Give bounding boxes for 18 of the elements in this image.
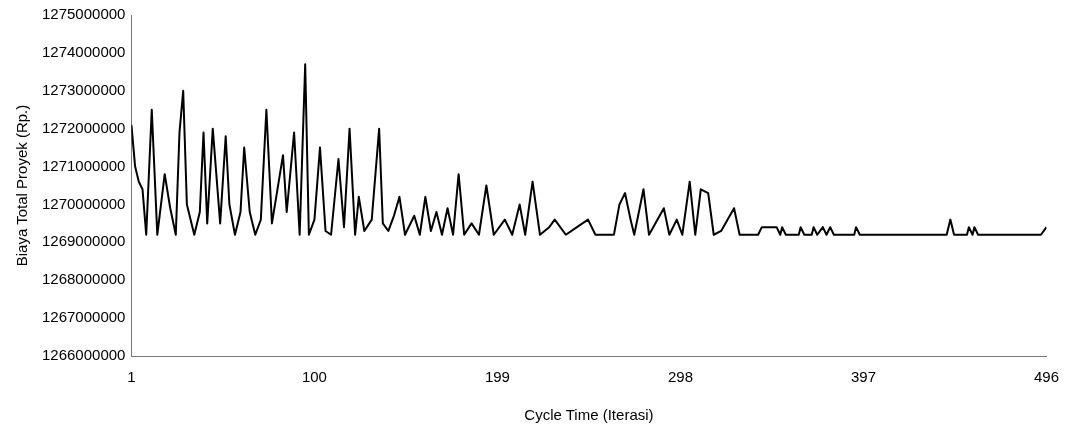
- x-tick-label: 199: [484, 368, 510, 386]
- y-tick-label: 1273000000: [41, 80, 126, 98]
- x-tick-label: 1: [127, 368, 136, 386]
- y-tick-label: 1269000000: [41, 232, 126, 250]
- y-tick-label: 1268000000: [41, 270, 126, 288]
- x-axis-title: Cycle Time (Iterasi): [524, 406, 654, 424]
- x-tick-label: 496: [1033, 368, 1059, 386]
- x-tick-label: 298: [667, 368, 693, 386]
- y-tick-label: 1275000000: [41, 5, 126, 23]
- y-tick-label: 1266000000: [41, 346, 126, 364]
- y-tick-label: 1274000000: [41, 43, 126, 61]
- y-tick-label: 1267000000: [41, 308, 126, 326]
- x-tick-label: 100: [301, 368, 327, 386]
- y-tick-label: 1270000000: [41, 194, 126, 212]
- y-tick-label: 1272000000: [41, 118, 126, 136]
- x-tick-label: 397: [850, 368, 876, 386]
- y-axis-title: Biaya Total Proyek (Rp.): [13, 104, 31, 267]
- y-tick-label: 1271000000: [41, 156, 126, 174]
